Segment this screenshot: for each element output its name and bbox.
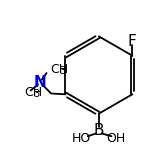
Text: 3: 3: [59, 66, 65, 76]
Text: CH: CH: [25, 86, 43, 99]
Text: N: N: [34, 75, 47, 90]
Text: B: B: [94, 123, 104, 138]
Text: HO: HO: [72, 132, 91, 145]
Text: F: F: [128, 34, 137, 49]
Text: CH: CH: [50, 63, 68, 76]
Text: OH: OH: [106, 132, 125, 145]
Text: 3: 3: [34, 89, 40, 99]
